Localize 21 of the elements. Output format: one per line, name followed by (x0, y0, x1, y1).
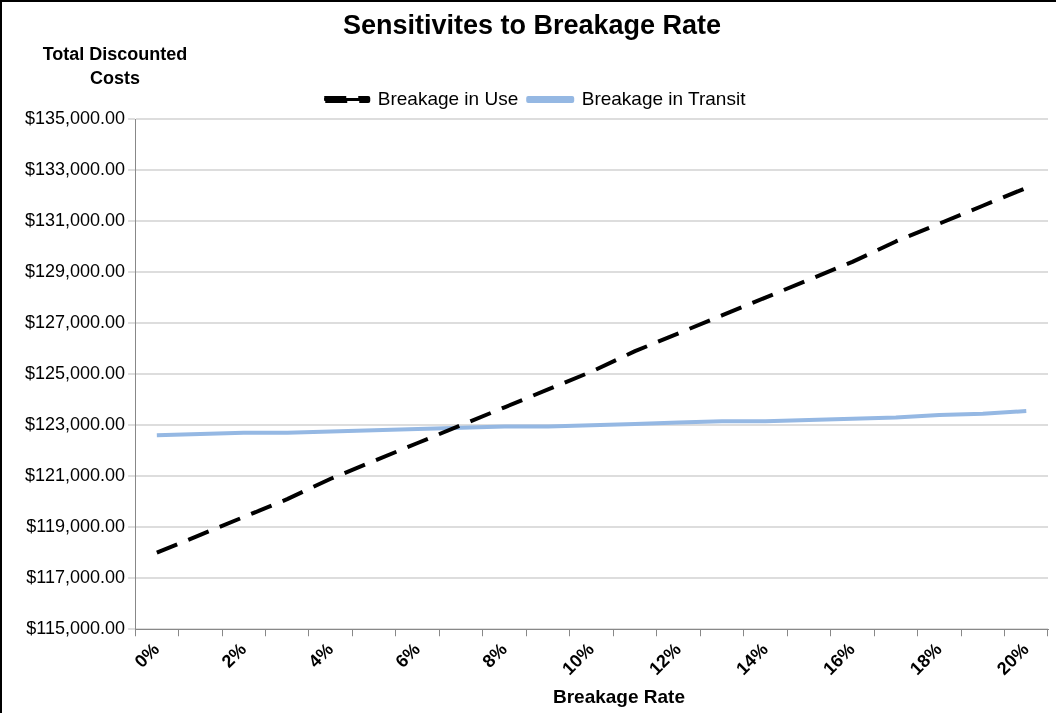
x-tick-label: 6% (391, 639, 425, 672)
x-tick-label: 0% (130, 639, 164, 672)
y-tick-label: $133,000.00 (24, 158, 126, 179)
x-axis-title: Breakage Rate (552, 686, 686, 708)
y-tick-label: $119,000.00 (26, 516, 126, 537)
x-tick-label: 2% (217, 639, 251, 672)
y-axis-title: Total Discounted Costs (41, 43, 189, 90)
y-tick-label: $135,000.00 (24, 107, 126, 128)
x-tick-label: 4% (304, 639, 338, 672)
y-tick-label: $121,000.00 (24, 465, 126, 486)
y-tick-label: $131,000.00 (24, 210, 126, 231)
y-tick-label: $123,000.00 (24, 414, 126, 435)
y-tick-label: $129,000.00 (24, 261, 126, 282)
x-tick-label: 8% (478, 639, 511, 672)
y-tick-label: $115,000.00 (26, 618, 126, 639)
y-tick-label: $117,000.00 (26, 567, 126, 588)
y-tick-label: $125,000.00 (24, 363, 126, 384)
y-tick-label: $127,000.00 (24, 312, 126, 333)
legend-label: Breakage in Use (377, 87, 519, 109)
chart-title: Sensitivites to Breakage Rate (341, 10, 723, 41)
legend-label: Breakage in Transit (581, 87, 747, 109)
